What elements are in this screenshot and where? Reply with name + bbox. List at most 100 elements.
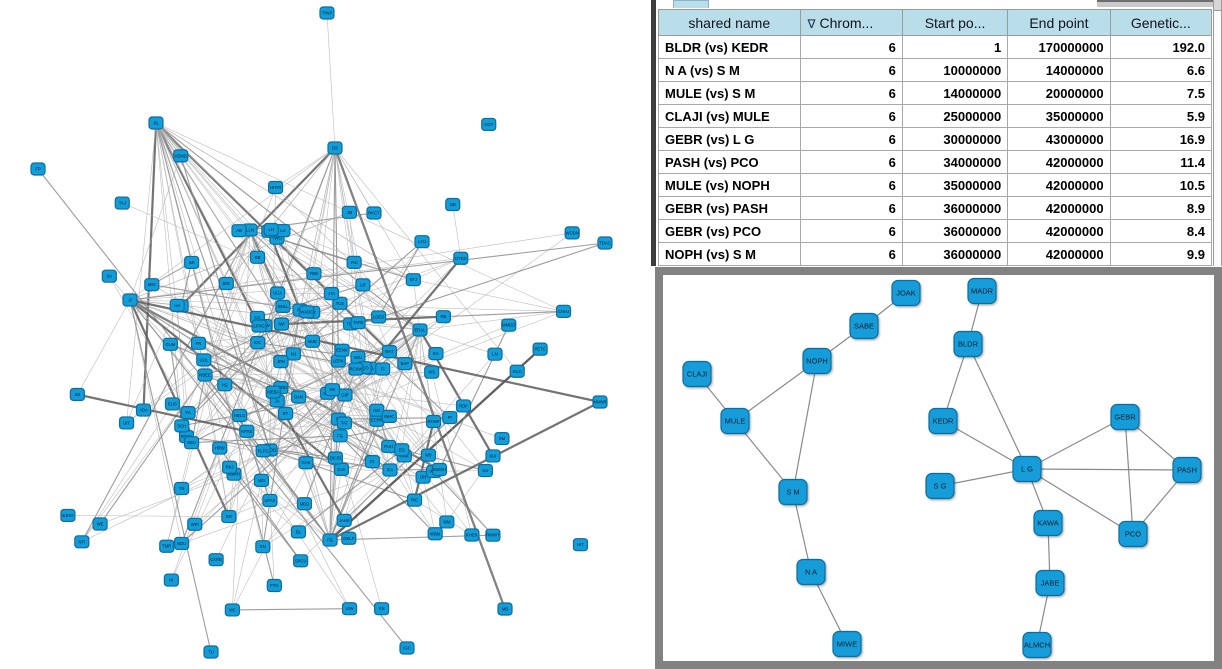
overview-node[interactable]: MEBA bbox=[265, 385, 281, 399]
node-SABE[interactable]: SABE bbox=[849, 312, 879, 340]
overview-node[interactable]: MMDO bbox=[501, 318, 517, 332]
overview-node[interactable]: LR bbox=[355, 278, 371, 292]
overview-node[interactable]: RB bbox=[435, 310, 452, 324]
table-row[interactable]: BLDR (vs) KEDR 6 1 170000000 192.0 bbox=[658, 35, 1213, 59]
node-MULE[interactable]: MULE bbox=[720, 407, 750, 435]
overview-node[interactable]: OGT bbox=[481, 117, 497, 132]
node-JABE[interactable]: JABE bbox=[1035, 569, 1065, 597]
overview-node[interactable]: IALC bbox=[509, 364, 525, 378]
overview-node[interactable]: AB bbox=[231, 224, 247, 238]
overview-node[interactable]: UA bbox=[169, 298, 185, 313]
overview-node[interactable]: WBM bbox=[427, 527, 443, 541]
overview-node[interactable]: RKJ bbox=[221, 460, 238, 474]
table-row[interactable]: CLAJI (vs) MULE 6 25000000 35000000 5.9 bbox=[658, 104, 1213, 128]
node-PCO[interactable]: PCO bbox=[1118, 520, 1148, 548]
overview-node[interactable]: FG bbox=[322, 533, 338, 547]
overview-node[interactable]: KFJ bbox=[405, 273, 421, 287]
overview-node[interactable]: INHC bbox=[381, 409, 397, 423]
overview-node[interactable]: IO bbox=[364, 455, 380, 469]
overview-node[interactable]: ET bbox=[277, 406, 294, 421]
overview-node[interactable]: ADA bbox=[135, 403, 152, 417]
overview-node[interactable]: MAT bbox=[381, 344, 398, 359]
overview-node[interactable]: HHTR bbox=[267, 180, 284, 195]
node-BLDR[interactable]: BLDR bbox=[953, 330, 983, 358]
overview-node[interactable]: JAHS bbox=[336, 513, 352, 527]
overview-node[interactable]: SPCU bbox=[293, 554, 309, 568]
overview-node[interactable]: GAK bbox=[298, 456, 314, 470]
overview-node[interactable]: SMLL bbox=[275, 299, 291, 313]
overview-node[interactable]: HG bbox=[217, 378, 233, 392]
overview-node[interactable]: TAFB bbox=[350, 316, 366, 330]
overview-node[interactable]: HK bbox=[324, 383, 341, 397]
overview-node[interactable]: EN bbox=[255, 540, 271, 554]
overview-node[interactable]: UIW bbox=[341, 602, 358, 616]
overview-node[interactable]: LFHG bbox=[251, 319, 267, 333]
node-MADR[interactable]: MADR bbox=[967, 277, 997, 305]
overview-node[interactable]: SCH bbox=[174, 419, 190, 433]
overview-node[interactable]: TN bbox=[173, 481, 190, 496]
node-MIWE[interactable]: MIWE bbox=[832, 630, 862, 658]
overview-node[interactable]: LEPK bbox=[330, 354, 346, 368]
overview-node[interactable]: GIP bbox=[337, 388, 353, 402]
table-row[interactable]: GEBR (vs) PASH 6 36000000 42000000 8.9 bbox=[658, 196, 1213, 220]
overview-node[interactable]: EG bbox=[394, 443, 410, 457]
overview-node[interactable]: FTH bbox=[266, 578, 282, 593]
tab-fragment[interactable] bbox=[673, 0, 709, 8]
overview-node[interactable]: GJA bbox=[333, 462, 350, 476]
overview-node[interactable]: DWSH bbox=[431, 462, 448, 477]
overview-node[interactable]: HBLG bbox=[232, 408, 248, 423]
table-row[interactable]: GEBR (vs) L G 6 30000000 43000000 16.9 bbox=[658, 127, 1213, 151]
overview-node[interactable]: IOC bbox=[250, 336, 266, 350]
col-header-end-point[interactable]: End point bbox=[1007, 9, 1111, 36]
overview-node[interactable]: EJHO bbox=[60, 508, 76, 523]
overview-node[interactable]: HI bbox=[163, 573, 179, 587]
col-header-genetic[interactable]: Genetic... bbox=[1109, 9, 1213, 36]
overview-node[interactable]: TMR bbox=[159, 539, 175, 553]
node-CLAJI[interactable]: CLAJI bbox=[682, 360, 712, 388]
overview-node[interactable]: OB bbox=[445, 197, 461, 212]
node-NA[interactable]: N A bbox=[796, 558, 826, 586]
overview-node[interactable]: MC bbox=[224, 603, 240, 617]
overview-node[interactable]: WM bbox=[439, 515, 455, 529]
filter-icon[interactable]: ∇ bbox=[807, 16, 816, 31]
detail-network-canvas[interactable]: JOAK MADR SABE BLDR NOPH CLAJI MULE KEDR GEBR L G… bbox=[663, 275, 1214, 661]
overview-node[interactable]: SM bbox=[494, 431, 510, 446]
overview-node[interactable]: UUL bbox=[196, 353, 212, 367]
overview-node[interactable]: IGC bbox=[399, 641, 415, 655]
overview-node[interactable]: FN bbox=[190, 336, 207, 350]
overview-node[interactable]: TAT bbox=[336, 416, 353, 430]
overview-node[interactable]: KN bbox=[374, 602, 390, 616]
overview-node[interactable]: TCE bbox=[332, 296, 348, 310]
overview-node[interactable]: EUG bbox=[164, 397, 181, 411]
overview-node[interactable]: DCJO bbox=[327, 451, 344, 465]
overview-node[interactable]: MDD bbox=[296, 497, 313, 511]
overview-node[interactable]: JM bbox=[341, 205, 357, 219]
overview-node[interactable]: WE bbox=[92, 517, 108, 531]
overview-node[interactable]: WADC bbox=[299, 305, 315, 319]
overview-node[interactable]: RR bbox=[221, 509, 237, 524]
overview-node[interactable]: FLFG bbox=[255, 444, 271, 458]
overview-node[interactable]: AEMD bbox=[173, 149, 189, 163]
overview-node[interactable]: FP bbox=[30, 162, 46, 176]
node-PASH[interactable]: PASH bbox=[1172, 456, 1202, 484]
overview-node[interactable]: FUI bbox=[346, 255, 362, 269]
node-SG[interactable]: S G bbox=[925, 472, 955, 500]
overview-node[interactable]: RIC bbox=[406, 493, 423, 507]
overview-node[interactable]: FBD bbox=[306, 267, 322, 281]
overview-node[interactable]: IWI bbox=[273, 317, 290, 331]
overview-node[interactable]: LOEO bbox=[370, 310, 387, 324]
overview-node[interactable]: MB bbox=[497, 602, 513, 616]
overview-node[interactable]: WPI bbox=[187, 517, 203, 531]
col-header-shared-name[interactable]: shared name bbox=[658, 9, 801, 36]
col-header-start-point[interactable]: Start po... bbox=[901, 9, 1009, 36]
overview-node[interactable]: RWWT bbox=[485, 528, 501, 542]
node-ALMCH[interactable]: ALMCH bbox=[1022, 631, 1052, 659]
overview-node[interactable]: MIG bbox=[144, 278, 160, 292]
overview-node[interactable]: GKLP bbox=[341, 531, 357, 545]
table-row[interactable]: N A (vs) S M 6 10000000 14000000 6.6 bbox=[658, 58, 1213, 82]
overview-node[interactable]: MS bbox=[420, 448, 437, 462]
overview-node[interactable]: WJE bbox=[304, 334, 321, 348]
overview-node[interactable]: BAP bbox=[397, 356, 413, 371]
node-GEBR[interactable]: GEBR bbox=[1110, 403, 1140, 431]
overview-node[interactable]: WODN bbox=[564, 226, 580, 240]
